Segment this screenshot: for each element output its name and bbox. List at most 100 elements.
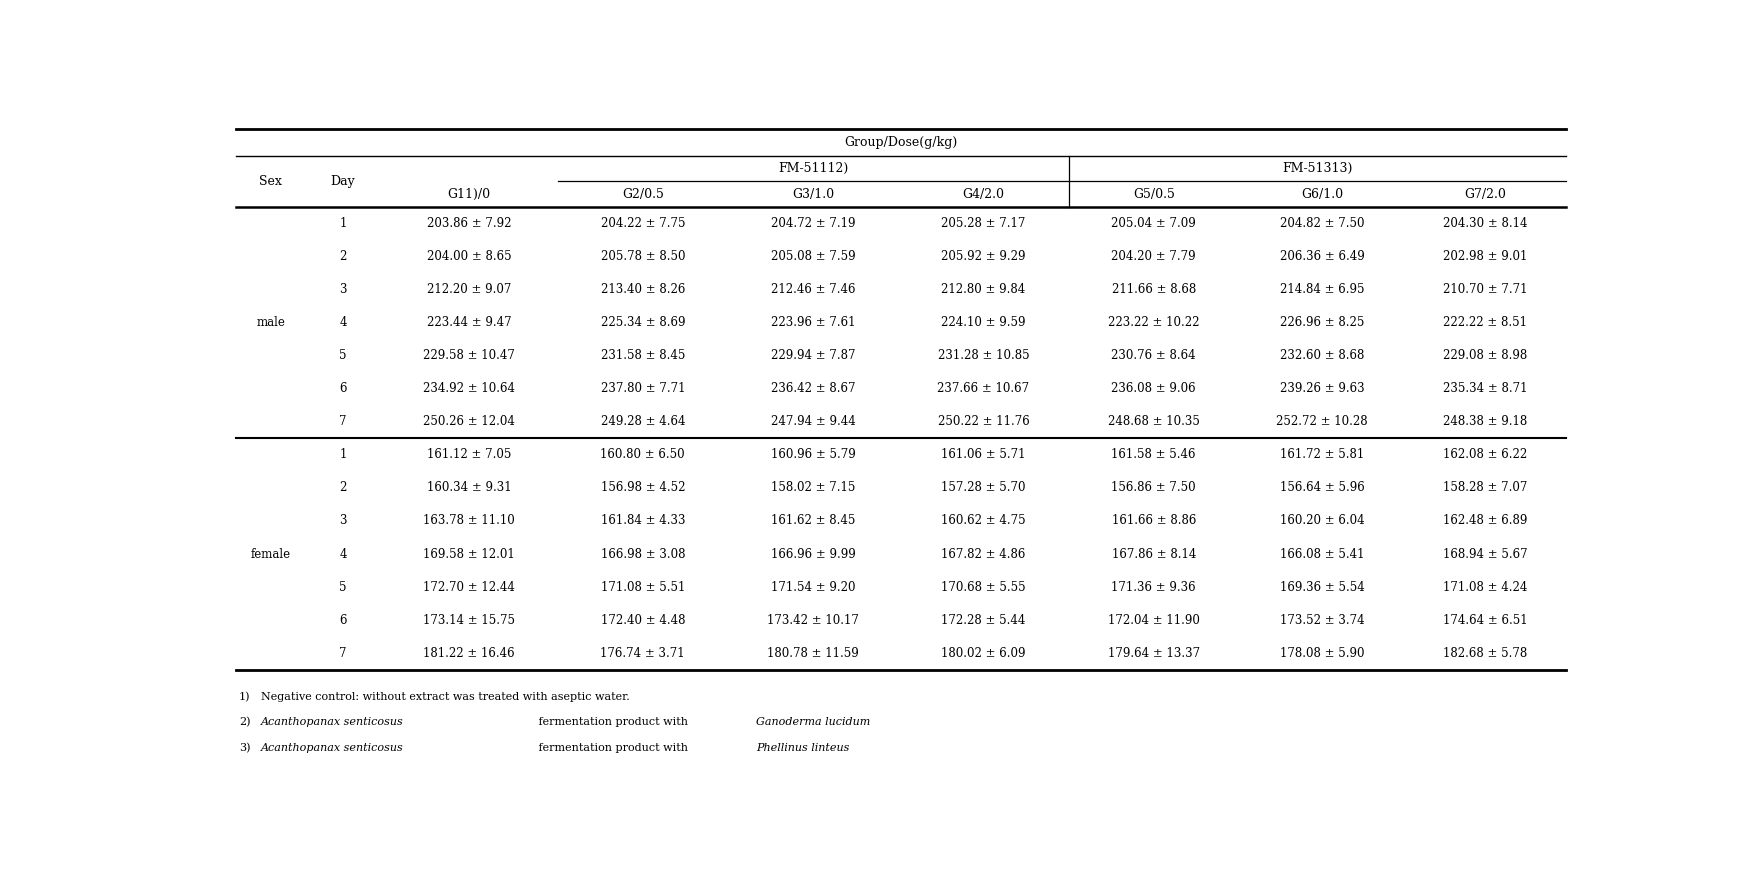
Text: 161.62 ± 8.45: 161.62 ± 8.45 xyxy=(771,514,856,527)
Text: G7/2.0: G7/2.0 xyxy=(1464,187,1506,201)
Text: 160.20 ± 6.04: 160.20 ± 6.04 xyxy=(1279,514,1363,527)
Text: 6: 6 xyxy=(339,382,346,395)
Text: 173.42 ± 10.17: 173.42 ± 10.17 xyxy=(766,613,859,626)
Text: male: male xyxy=(257,316,285,329)
Text: 161.84 ± 4.33: 161.84 ± 4.33 xyxy=(601,514,685,527)
Text: 206.36 ± 6.49: 206.36 ± 6.49 xyxy=(1279,250,1363,263)
Text: 205.08 ± 7.59: 205.08 ± 7.59 xyxy=(770,250,856,263)
Text: 172.28 ± 5.44: 172.28 ± 5.44 xyxy=(940,613,1024,626)
Text: 1: 1 xyxy=(339,217,346,230)
Text: 181.22 ± 16.46: 181.22 ± 16.46 xyxy=(423,646,515,660)
Text: 161.58 ± 5.46: 161.58 ± 5.46 xyxy=(1110,449,1195,462)
Text: 252.72 ± 10.28: 252.72 ± 10.28 xyxy=(1276,415,1367,428)
Text: Group/Dose(g/kg): Group/Dose(g/kg) xyxy=(843,136,958,149)
Text: G11)/0: G11)/0 xyxy=(448,187,490,201)
Text: 3: 3 xyxy=(339,514,346,527)
Text: 171.08 ± 4.24: 171.08 ± 4.24 xyxy=(1442,581,1527,594)
Text: 166.96 ± 9.99: 166.96 ± 9.99 xyxy=(770,548,856,561)
Text: Ganoderma lucidum: Ganoderma lucidum xyxy=(756,717,870,727)
Text: 204.72 ± 7.19: 204.72 ± 7.19 xyxy=(770,217,856,230)
Text: 158.02 ± 7.15: 158.02 ± 7.15 xyxy=(771,482,856,494)
Text: 6: 6 xyxy=(339,613,346,626)
Text: Phellinus linteus: Phellinus linteus xyxy=(756,743,849,753)
Text: 3): 3) xyxy=(239,743,249,753)
Text: 162.08 ± 6.22: 162.08 ± 6.22 xyxy=(1442,449,1527,462)
Text: 162.48 ± 6.89: 162.48 ± 6.89 xyxy=(1442,514,1527,527)
Text: 212.20 ± 9.07: 212.20 ± 9.07 xyxy=(427,283,511,296)
Text: 156.86 ± 7.50: 156.86 ± 7.50 xyxy=(1110,482,1195,494)
Text: 235.34 ± 8.71: 235.34 ± 8.71 xyxy=(1442,382,1527,395)
Text: 166.98 ± 3.08: 166.98 ± 3.08 xyxy=(601,548,685,561)
Text: fermentation product with: fermentation product with xyxy=(534,717,691,727)
Text: 222.22 ± 8.51: 222.22 ± 8.51 xyxy=(1442,316,1527,329)
Text: 4: 4 xyxy=(339,548,346,561)
Text: 204.82 ± 7.50: 204.82 ± 7.50 xyxy=(1279,217,1363,230)
Text: 1: 1 xyxy=(339,449,346,462)
Text: Negative control: without extract was treated with aseptic water.: Negative control: without extract was tr… xyxy=(260,692,629,702)
Text: 169.36 ± 5.54: 169.36 ± 5.54 xyxy=(1279,581,1363,594)
Text: Sex: Sex xyxy=(260,175,283,187)
Text: 5: 5 xyxy=(339,581,346,594)
Text: 172.40 ± 4.48: 172.40 ± 4.48 xyxy=(601,613,685,626)
Text: 212.46 ± 7.46: 212.46 ± 7.46 xyxy=(770,283,856,296)
Text: 230.76 ± 8.64: 230.76 ± 8.64 xyxy=(1110,350,1195,362)
Text: 161.06 ± 5.71: 161.06 ± 5.71 xyxy=(940,449,1024,462)
Text: 249.28 ± 4.64: 249.28 ± 4.64 xyxy=(601,415,685,428)
Text: 229.58 ± 10.47: 229.58 ± 10.47 xyxy=(423,350,515,362)
Text: 161.66 ± 8.86: 161.66 ± 8.86 xyxy=(1110,514,1195,527)
Text: 3: 3 xyxy=(339,283,346,296)
Text: 250.22 ± 11.76: 250.22 ± 11.76 xyxy=(936,415,1028,428)
Text: 202.98 ± 9.01: 202.98 ± 9.01 xyxy=(1442,250,1527,263)
Text: 229.08 ± 8.98: 229.08 ± 8.98 xyxy=(1442,350,1527,362)
Text: 156.64 ± 5.96: 156.64 ± 5.96 xyxy=(1279,482,1363,494)
Text: 231.28 ± 10.85: 231.28 ± 10.85 xyxy=(936,350,1028,362)
Text: 224.10 ± 9.59: 224.10 ± 9.59 xyxy=(940,316,1024,329)
Text: 160.34 ± 9.31: 160.34 ± 9.31 xyxy=(427,482,511,494)
Text: 171.36 ± 9.36: 171.36 ± 9.36 xyxy=(1110,581,1195,594)
Text: 172.70 ± 12.44: 172.70 ± 12.44 xyxy=(423,581,515,594)
Text: 231.58 ± 8.45: 231.58 ± 8.45 xyxy=(601,350,685,362)
Text: 180.78 ± 11.59: 180.78 ± 11.59 xyxy=(766,646,859,660)
Text: Acanthopanax senticosus: Acanthopanax senticosus xyxy=(260,717,406,727)
Text: 171.08 ± 5.51: 171.08 ± 5.51 xyxy=(601,581,685,594)
Text: 211.66 ± 8.68: 211.66 ± 8.68 xyxy=(1110,283,1195,296)
Text: 171.54 ± 9.20: 171.54 ± 9.20 xyxy=(770,581,856,594)
Text: 179.64 ± 13.37: 179.64 ± 13.37 xyxy=(1107,646,1198,660)
Text: 167.82 ± 4.86: 167.82 ± 4.86 xyxy=(940,548,1024,561)
Text: 226.96 ± 8.25: 226.96 ± 8.25 xyxy=(1279,316,1363,329)
Text: G3/1.0: G3/1.0 xyxy=(792,187,833,201)
Text: 2: 2 xyxy=(339,482,346,494)
Text: 223.44 ± 9.47: 223.44 ± 9.47 xyxy=(427,316,511,329)
Text: Day: Day xyxy=(330,175,355,187)
Text: 239.26 ± 9.63: 239.26 ± 9.63 xyxy=(1279,382,1363,395)
Text: 236.42 ± 8.67: 236.42 ± 8.67 xyxy=(770,382,856,395)
Text: G2/0.5: G2/0.5 xyxy=(622,187,664,201)
Text: 7: 7 xyxy=(339,415,346,428)
Text: 173.52 ± 3.74: 173.52 ± 3.74 xyxy=(1279,613,1363,626)
Text: 180.02 ± 6.09: 180.02 ± 6.09 xyxy=(940,646,1024,660)
Text: 160.80 ± 6.50: 160.80 ± 6.50 xyxy=(601,449,685,462)
Text: G4/2.0: G4/2.0 xyxy=(961,187,1003,201)
Text: 205.78 ± 8.50: 205.78 ± 8.50 xyxy=(601,250,685,263)
Text: 236.08 ± 9.06: 236.08 ± 9.06 xyxy=(1110,382,1195,395)
Text: 248.68 ± 10.35: 248.68 ± 10.35 xyxy=(1107,415,1198,428)
Text: 172.04 ± 11.90: 172.04 ± 11.90 xyxy=(1107,613,1198,626)
Text: Acanthopanax senticosus: Acanthopanax senticosus xyxy=(260,743,406,753)
Text: 166.08 ± 5.41: 166.08 ± 5.41 xyxy=(1279,548,1363,561)
Text: 223.96 ± 7.61: 223.96 ± 7.61 xyxy=(770,316,856,329)
Text: 169.58 ± 12.01: 169.58 ± 12.01 xyxy=(423,548,515,561)
Text: 204.20 ± 7.79: 204.20 ± 7.79 xyxy=(1110,250,1195,263)
Text: 223.22 ± 10.22: 223.22 ± 10.22 xyxy=(1107,316,1198,329)
Text: 5: 5 xyxy=(339,350,346,362)
Text: 237.80 ± 7.71: 237.80 ± 7.71 xyxy=(601,382,685,395)
Text: 205.92 ± 9.29: 205.92 ± 9.29 xyxy=(940,250,1024,263)
Text: 247.94 ± 9.44: 247.94 ± 9.44 xyxy=(770,415,856,428)
Text: 182.68 ± 5.78: 182.68 ± 5.78 xyxy=(1442,646,1527,660)
Text: FM-51313): FM-51313) xyxy=(1281,162,1351,175)
Text: 161.12 ± 7.05: 161.12 ± 7.05 xyxy=(427,449,511,462)
Text: 232.60 ± 8.68: 232.60 ± 8.68 xyxy=(1279,350,1363,362)
Text: 225.34 ± 8.69: 225.34 ± 8.69 xyxy=(601,316,685,329)
Text: 214.84 ± 6.95: 214.84 ± 6.95 xyxy=(1279,283,1363,296)
Text: 237.66 ± 10.67: 237.66 ± 10.67 xyxy=(936,382,1030,395)
Text: 157.28 ± 5.70: 157.28 ± 5.70 xyxy=(940,482,1024,494)
